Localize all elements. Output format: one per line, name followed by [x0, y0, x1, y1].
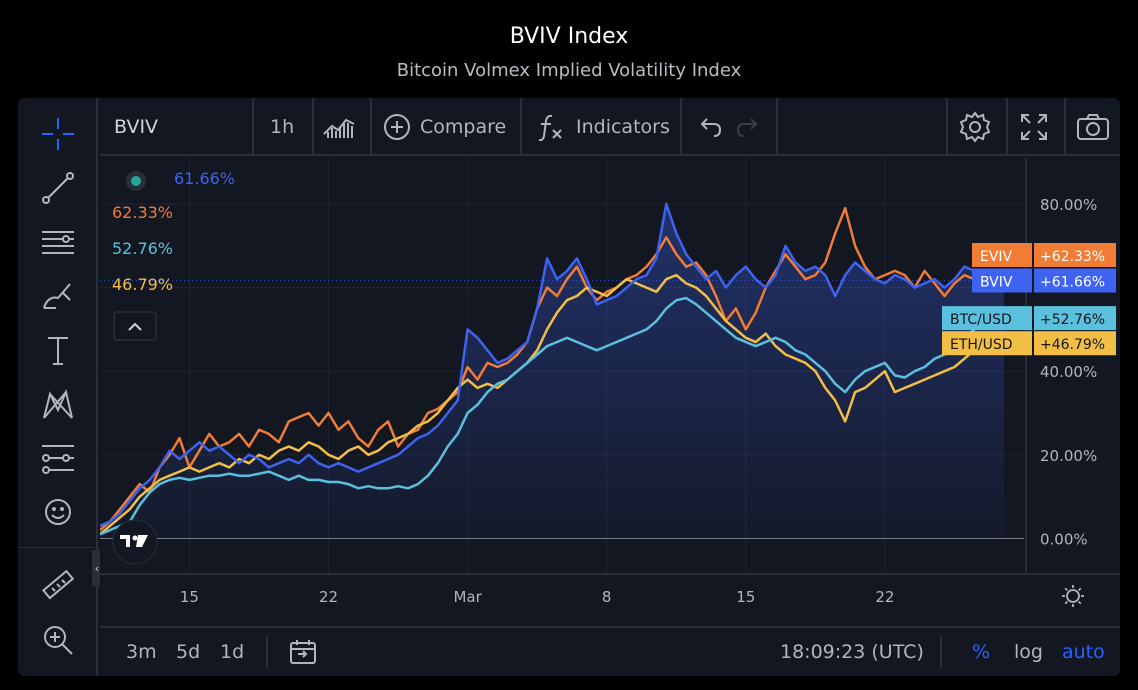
function-icon — [538, 114, 562, 142]
legend-value-eth-usd: 46.79% — [112, 275, 173, 294]
price-axis-label: 0.00% — [1040, 530, 1088, 548]
legend-collapse-button[interactable] — [113, 311, 157, 341]
log-scale-toggle[interactable]: log — [1014, 641, 1043, 663]
toolbar-divider — [18, 547, 98, 548]
go-to-date-icon[interactable] — [288, 628, 318, 676]
interval-button[interactable]: 1h — [270, 116, 295, 138]
chart-pane[interactable]: 0.00% 20.00% 40.00% 80.00% EVIV +62.33% BVIV +6… — [100, 158, 1120, 626]
page-subtitle: Bitcoin Volmex Implied Volatility Index — [396, 60, 742, 81]
price-tag-name-eth-usd — [942, 331, 1032, 356]
time-axis-label: 22 — [875, 588, 894, 606]
zoom-in-icon[interactable] — [36, 618, 80, 662]
screenshot-camera-icon[interactable] — [1076, 98, 1110, 156]
ruler-icon[interactable] — [36, 564, 80, 608]
range-5d-button[interactable]: 5d — [176, 641, 201, 663]
legend-status-dot — [131, 176, 141, 186]
time-axis-label: Mar — [453, 588, 482, 606]
tradingview-logo — [112, 519, 158, 565]
price-tag-value-text: +46.79% — [1040, 337, 1105, 353]
price-tag-value-bviv — [1034, 268, 1116, 293]
undo-icon[interactable] — [694, 98, 724, 156]
emoji-icon[interactable] — [36, 490, 80, 534]
time-axis-settings-icon[interactable] — [1062, 585, 1084, 607]
price-tag-name-text: BTC/USD — [950, 312, 1012, 328]
price-tag-value-text: +61.66% — [1040, 275, 1105, 291]
collapse-toolbar-button[interactable]: ‹ — [92, 550, 102, 586]
price-tag-name-eviv — [972, 242, 1032, 267]
legend-value-btc-usd: 52.76% — [112, 239, 173, 258]
bottom-toolbar: 3m 5d 1d 18:09:23 (UTC) % log auto — [100, 626, 1120, 676]
indicators-button[interactable]: Indicators — [536, 98, 670, 156]
price-tag-value-eviv — [1034, 242, 1116, 267]
add-circle-icon — [384, 114, 410, 140]
trend-line-icon[interactable] — [36, 166, 80, 210]
series-line-eviv[interactable] — [100, 206, 1005, 532]
series-line-eth-usd[interactable] — [100, 273, 1005, 536]
crosshair-icon[interactable] — [36, 112, 80, 156]
chevron-up-icon — [128, 322, 142, 331]
tradingview-logo-mark — [120, 535, 130, 539]
pattern-icon[interactable] — [36, 382, 80, 426]
time-axis-label: 22 — [319, 588, 338, 606]
chart-style-icon[interactable] — [322, 98, 356, 156]
tradingview-logo-mark — [132, 535, 138, 541]
percent-scale-toggle[interactable]: % — [972, 641, 991, 663]
time-axis-label: 8 — [602, 588, 612, 606]
legend-value-bviv: 61.66% — [174, 169, 235, 188]
price-tag-name-bviv — [972, 268, 1032, 293]
tradingview-logo-mark — [126, 535, 130, 547]
price-tag-value-btc-usd — [1034, 306, 1116, 331]
price-tag-name-text: EVIV — [980, 249, 1013, 265]
price-axis-label: 80.00% — [1040, 196, 1097, 214]
tradingview-logo-mark — [136, 535, 148, 547]
compare-button[interactable]: Compare — [382, 98, 506, 156]
indicators-label: Indicators — [576, 116, 670, 138]
symbol-search-button[interactable]: BVIV — [114, 116, 159, 138]
text-tool-icon[interactable] — [36, 328, 80, 372]
auto-scale-toggle[interactable]: auto — [1062, 641, 1105, 663]
page-title: BVIV Index — [509, 24, 629, 49]
price-tag-value-text: +52.76% — [1040, 312, 1105, 328]
price-tag-value-text: +62.33% — [1040, 249, 1105, 265]
horizontal-lines-icon[interactable] — [36, 220, 80, 264]
price-tag-name-btc-usd — [942, 306, 1032, 331]
time-axis-label: 15 — [180, 588, 199, 606]
compare-label: Compare — [420, 116, 507, 138]
series-line-bviv[interactable] — [100, 202, 1005, 528]
range-1d-button[interactable]: 1d — [220, 641, 245, 663]
time-axis-label: 15 — [736, 588, 755, 606]
legend-value-eviv: 62.33% — [112, 203, 173, 222]
price-axis-label: 40.00% — [1040, 363, 1097, 381]
brush-icon[interactable] — [36, 274, 80, 318]
measure-lines-icon[interactable] — [36, 436, 80, 480]
price-tag-name-text: BVIV — [980, 275, 1013, 291]
price-tag-value-eth-usd — [1034, 331, 1116, 356]
settings-gear-icon[interactable] — [958, 98, 992, 156]
price-tag-name-text: ETH/USD — [950, 337, 1013, 353]
price-axis-label: 20.00% — [1040, 447, 1097, 465]
range-3m-button[interactable]: 3m — [126, 641, 157, 663]
drawing-toolbar: ‹ — [18, 98, 102, 676]
series-line-btc-usd[interactable] — [100, 296, 1005, 536]
top-toolbar: BVIV 1h Compare Indicators — [100, 98, 1120, 156]
utc-clock: 18:09:23 (UTC) — [780, 641, 924, 663]
bviv-area-fill — [100, 204, 1005, 539]
redo-icon[interactable] — [734, 98, 764, 156]
chart-widget: ‹ BVIV 1h Compare Indicators — [18, 98, 1120, 676]
fullscreen-icon[interactable] — [1018, 98, 1050, 156]
